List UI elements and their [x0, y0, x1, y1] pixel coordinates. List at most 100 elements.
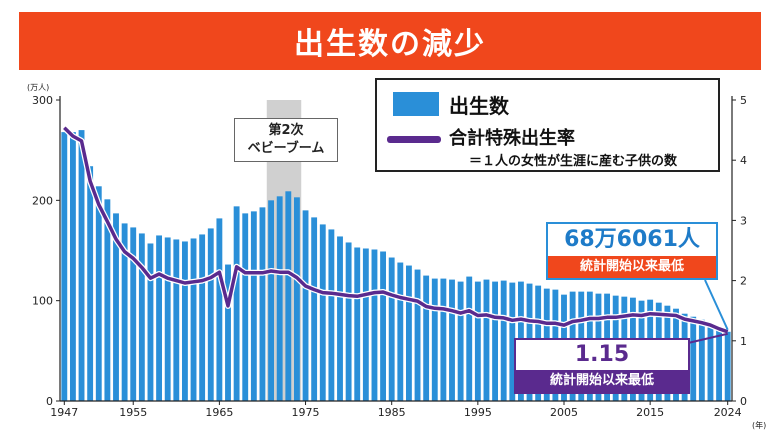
bar-1972	[276, 196, 283, 401]
axes-layer	[56, 96, 736, 405]
bar-1953	[113, 213, 119, 401]
left-tick-label-100: 100	[32, 295, 53, 308]
legend-tfr-label: 合計特殊出生率	[449, 128, 575, 149]
legend-births-label: 出生数	[449, 94, 509, 118]
bar-1989	[423, 275, 430, 401]
bar-1997	[492, 281, 499, 401]
bar-1983	[371, 249, 378, 401]
bar-1990	[431, 278, 438, 401]
bar-2022	[707, 323, 714, 401]
x-tick-label-1975: 1975	[292, 406, 320, 419]
bars-layer	[61, 130, 731, 401]
bar-1973	[285, 191, 292, 401]
right-tick-label-4: 4	[740, 154, 747, 167]
legend-tfr-swatch	[387, 136, 441, 143]
left-tick-label-0: 0	[46, 395, 53, 408]
bar-1992	[449, 279, 455, 401]
bar-1964	[207, 228, 214, 401]
chart-title: 出生数の減少	[294, 27, 486, 62]
bar-1963	[199, 234, 206, 401]
line-layer	[62, 125, 729, 344]
right-tick-label-5: 5	[740, 94, 747, 107]
bar-2024	[724, 331, 731, 401]
bar-1974	[293, 197, 300, 401]
bar-1966	[225, 264, 231, 401]
bar-1960	[173, 239, 180, 401]
bar-1979	[337, 236, 343, 401]
bar-1948	[69, 132, 76, 401]
x-tick-label-1995: 1995	[464, 406, 492, 419]
x-tick-label-1955: 1955	[119, 406, 147, 419]
bar-1961	[181, 241, 188, 401]
bar-1949	[78, 130, 85, 401]
right-tick-label-1: 1	[740, 335, 747, 348]
bar-1980	[345, 242, 352, 401]
bar-1987	[405, 265, 412, 401]
left-tick-label-200: 200	[32, 194, 53, 207]
bar-1986	[397, 262, 404, 401]
x-tick-label-1965: 1965	[205, 406, 233, 419]
bar-2023	[716, 327, 723, 401]
bar-1971	[268, 200, 275, 401]
x-tick-label-2015: 2015	[636, 406, 664, 419]
legend: 出生数 合計特殊出生率 ＝１人の女性が生涯に産む子供の数	[375, 78, 720, 172]
x-tick-label-1947: 1947	[50, 406, 78, 419]
bar-1977	[319, 224, 326, 401]
bar-1957	[147, 243, 154, 401]
baby-boom-line2: ベビーブーム	[247, 141, 325, 156]
bar-1988	[414, 269, 421, 401]
bar-1996	[483, 279, 490, 401]
bar-1947	[61, 132, 68, 401]
bar-1976	[311, 217, 318, 401]
bar-1998	[500, 280, 507, 401]
bar-1978	[328, 229, 335, 401]
tfr-callout-pointer	[687, 332, 728, 344]
baby-boom-line1: 第2次	[268, 123, 304, 138]
right-tick-label-3: 3	[740, 214, 747, 227]
births-callout-value: 68万6061人	[564, 227, 700, 252]
births-callout-note: 統計開始以来最低	[548, 256, 716, 278]
x-tick-label-2005: 2005	[550, 406, 578, 419]
left-axis-unit: (万人)	[27, 83, 49, 92]
births-callout-pointer	[704, 279, 729, 331]
tfr-callout: 1.15 統計開始以来最低	[514, 338, 690, 394]
bar-1954	[121, 223, 128, 401]
bar-1991	[440, 278, 447, 401]
bar-1970	[259, 207, 266, 401]
bar-1993	[457, 281, 464, 401]
bar-1959	[164, 237, 171, 401]
bar-1984	[380, 251, 387, 401]
left-tick-label-300: 300	[32, 94, 53, 107]
x-tick-label-1985: 1985	[378, 406, 406, 419]
bar-1952	[104, 199, 111, 401]
bar-1968	[242, 213, 249, 401]
bar-1965	[216, 218, 223, 401]
tfr-line	[63, 126, 729, 334]
births-callout: 68万6061人 統計開始以来最低	[546, 222, 718, 280]
legend-tfr-note: ＝１人の女性が生涯に産む子供の数	[469, 154, 678, 169]
bar-2021	[698, 319, 705, 401]
bar-1975	[302, 210, 309, 401]
bar-1962	[190, 238, 197, 401]
x-axis-unit: (年)	[752, 420, 766, 430]
right-tick-label-2: 2	[740, 275, 747, 288]
right-tick-label-0: 0	[740, 395, 747, 408]
bar-1967	[233, 206, 240, 401]
bar-1955	[130, 227, 137, 401]
bar-1958	[156, 235, 163, 401]
tfr-callout-value: 1.15	[574, 342, 630, 367]
legend-births-swatch	[393, 92, 439, 116]
bar-1981	[354, 247, 361, 401]
bar-1999	[509, 282, 516, 401]
bar-1950	[87, 166, 94, 401]
x-tick-label-2024: 2024	[714, 406, 742, 419]
bar-1956	[138, 233, 145, 401]
bar-1969	[250, 211, 257, 401]
bar-1995	[474, 281, 481, 401]
tfr-callout-note: 統計開始以来最低	[516, 370, 688, 392]
baby-boom-label: 第2次 ベビーブーム	[234, 118, 338, 162]
bar-1951	[95, 186, 102, 401]
